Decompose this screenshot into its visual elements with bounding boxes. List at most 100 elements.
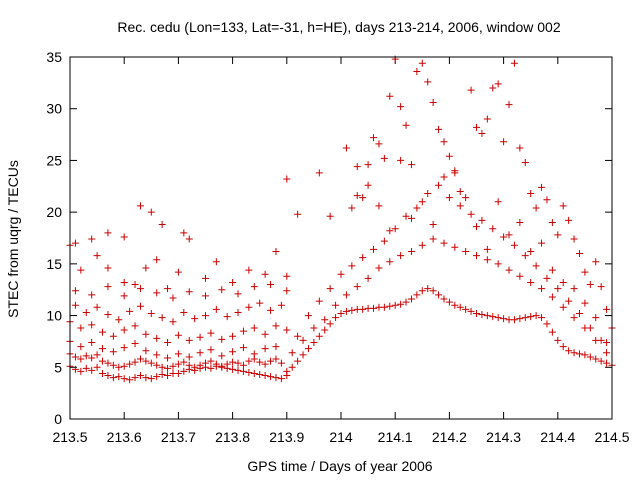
data-point (532, 312, 540, 320)
data-point (570, 349, 578, 357)
data-point (88, 338, 96, 346)
data-point (603, 349, 611, 357)
data-point (489, 313, 497, 321)
data-point (418, 198, 426, 206)
data-point (136, 285, 144, 293)
data-point (348, 306, 356, 314)
data-point (104, 372, 112, 380)
data-point (267, 373, 275, 381)
data-point (402, 212, 410, 220)
data-point (364, 274, 372, 282)
data-point (548, 328, 556, 336)
data-point (304, 345, 312, 353)
data-point (131, 374, 139, 382)
data-point (158, 371, 166, 379)
data-point (315, 332, 323, 340)
data-point (174, 268, 182, 276)
data-point (597, 283, 605, 291)
data-point (332, 301, 340, 309)
data-point (570, 235, 578, 243)
data-point (500, 138, 508, 146)
data-point (429, 221, 437, 229)
data-point (250, 369, 258, 377)
data-point (565, 297, 573, 305)
data-point (212, 258, 220, 266)
data-point (283, 367, 291, 375)
x-tick-label: 214.5 (594, 429, 629, 445)
data-point (348, 262, 356, 270)
data-point (473, 123, 480, 131)
data-point (565, 347, 573, 355)
data-point (548, 293, 556, 301)
data-point (575, 250, 583, 258)
data-point (375, 264, 383, 272)
data-point (136, 302, 144, 310)
data-point (191, 363, 199, 371)
data-point (575, 310, 583, 318)
data-point (353, 283, 361, 291)
data-point (234, 359, 242, 367)
data-point (548, 218, 556, 226)
data-point (435, 291, 443, 299)
data-point (592, 314, 600, 322)
data-point (229, 332, 237, 340)
data-point (153, 289, 161, 297)
data-point (142, 264, 150, 272)
data-point (142, 347, 150, 355)
data-point (126, 307, 134, 315)
data-point (207, 329, 215, 337)
data-point (256, 299, 264, 307)
x-tick-label: 214.1 (378, 429, 413, 445)
data-point (196, 361, 204, 369)
data-point (413, 204, 421, 212)
data-point (277, 359, 285, 367)
data-point (283, 326, 291, 334)
data-point (196, 333, 204, 341)
data-point (169, 294, 177, 302)
data-point (180, 358, 188, 366)
data-point (521, 314, 529, 322)
data-point (326, 320, 334, 328)
data-point (153, 256, 161, 264)
data-point (158, 314, 166, 322)
data-point (467, 210, 475, 218)
data-point (424, 285, 432, 293)
data-point (185, 361, 193, 369)
data-point (370, 134, 378, 142)
data-point (554, 231, 562, 239)
data-point (342, 144, 350, 152)
data-point (136, 355, 144, 363)
data-point (229, 278, 237, 286)
data-point (126, 360, 134, 368)
data-point (489, 225, 497, 233)
data-point (359, 305, 367, 313)
y-tick-label: 30 (46, 101, 62, 117)
data-point (164, 372, 172, 380)
data-point (120, 292, 128, 300)
data-point (71, 365, 79, 373)
data-point (142, 357, 150, 365)
data-point (418, 287, 426, 295)
data-point (283, 272, 291, 280)
data-point (164, 354, 172, 362)
data-point (521, 158, 529, 166)
data-point (218, 335, 226, 343)
y-tick-label: 35 (46, 49, 62, 65)
data-point (202, 359, 209, 367)
data-point (500, 315, 508, 323)
data-point (538, 183, 546, 191)
data-point (380, 303, 388, 311)
data-point (597, 357, 605, 365)
data-point (435, 181, 443, 189)
data-point (592, 355, 600, 363)
data-point (510, 316, 518, 324)
data-point (559, 343, 567, 351)
data-point (104, 229, 112, 237)
data-point (131, 358, 139, 366)
data-point (483, 245, 491, 253)
data-point (435, 125, 443, 133)
data-point (516, 218, 524, 226)
data-point (267, 281, 275, 289)
data-point (109, 374, 117, 382)
